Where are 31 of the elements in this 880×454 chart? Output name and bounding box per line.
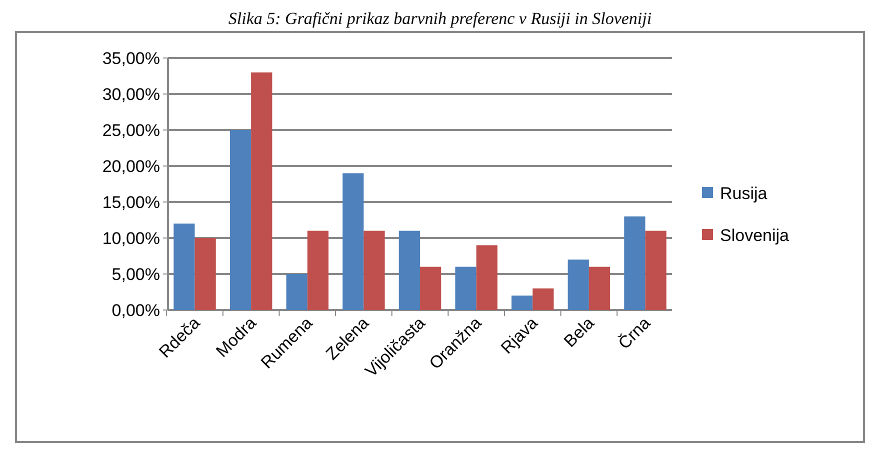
bar [476, 245, 498, 310]
bar [588, 266, 610, 310]
y-tick-label: 20,00% [102, 156, 160, 176]
chart-title: Slika 5: Grafični prikaz barvnih preferenc v Rusiji in Sloveniji [228, 9, 652, 28]
legend-label: Slovenija [720, 226, 790, 245]
y-tick-label: 30,00% [102, 84, 160, 104]
bar [455, 266, 476, 310]
bar [645, 230, 666, 310]
y-tick-label: 5,00% [112, 264, 160, 284]
bar [286, 274, 308, 310]
y-tick-label: 25,00% [102, 120, 160, 140]
bar [532, 288, 554, 310]
bar [398, 230, 420, 310]
bar [307, 230, 328, 310]
bar [420, 266, 442, 310]
bar [342, 173, 364, 310]
x-tick-label: Bela [560, 313, 598, 351]
bar [512, 296, 533, 310]
bar [568, 260, 589, 310]
bar [364, 230, 385, 310]
bar [251, 72, 272, 310]
bar [174, 224, 195, 310]
bar [194, 238, 216, 310]
bar [230, 130, 252, 310]
y-tick-label: 35,00% [102, 48, 160, 68]
y-tick-label: 0,00% [112, 300, 160, 320]
bar [624, 216, 646, 310]
x-tick-label: Črna [614, 313, 654, 353]
legend-label: Rusija [720, 184, 768, 203]
y-tick-label: 15,00% [102, 192, 160, 212]
y-tick-label: 10,00% [102, 228, 160, 248]
